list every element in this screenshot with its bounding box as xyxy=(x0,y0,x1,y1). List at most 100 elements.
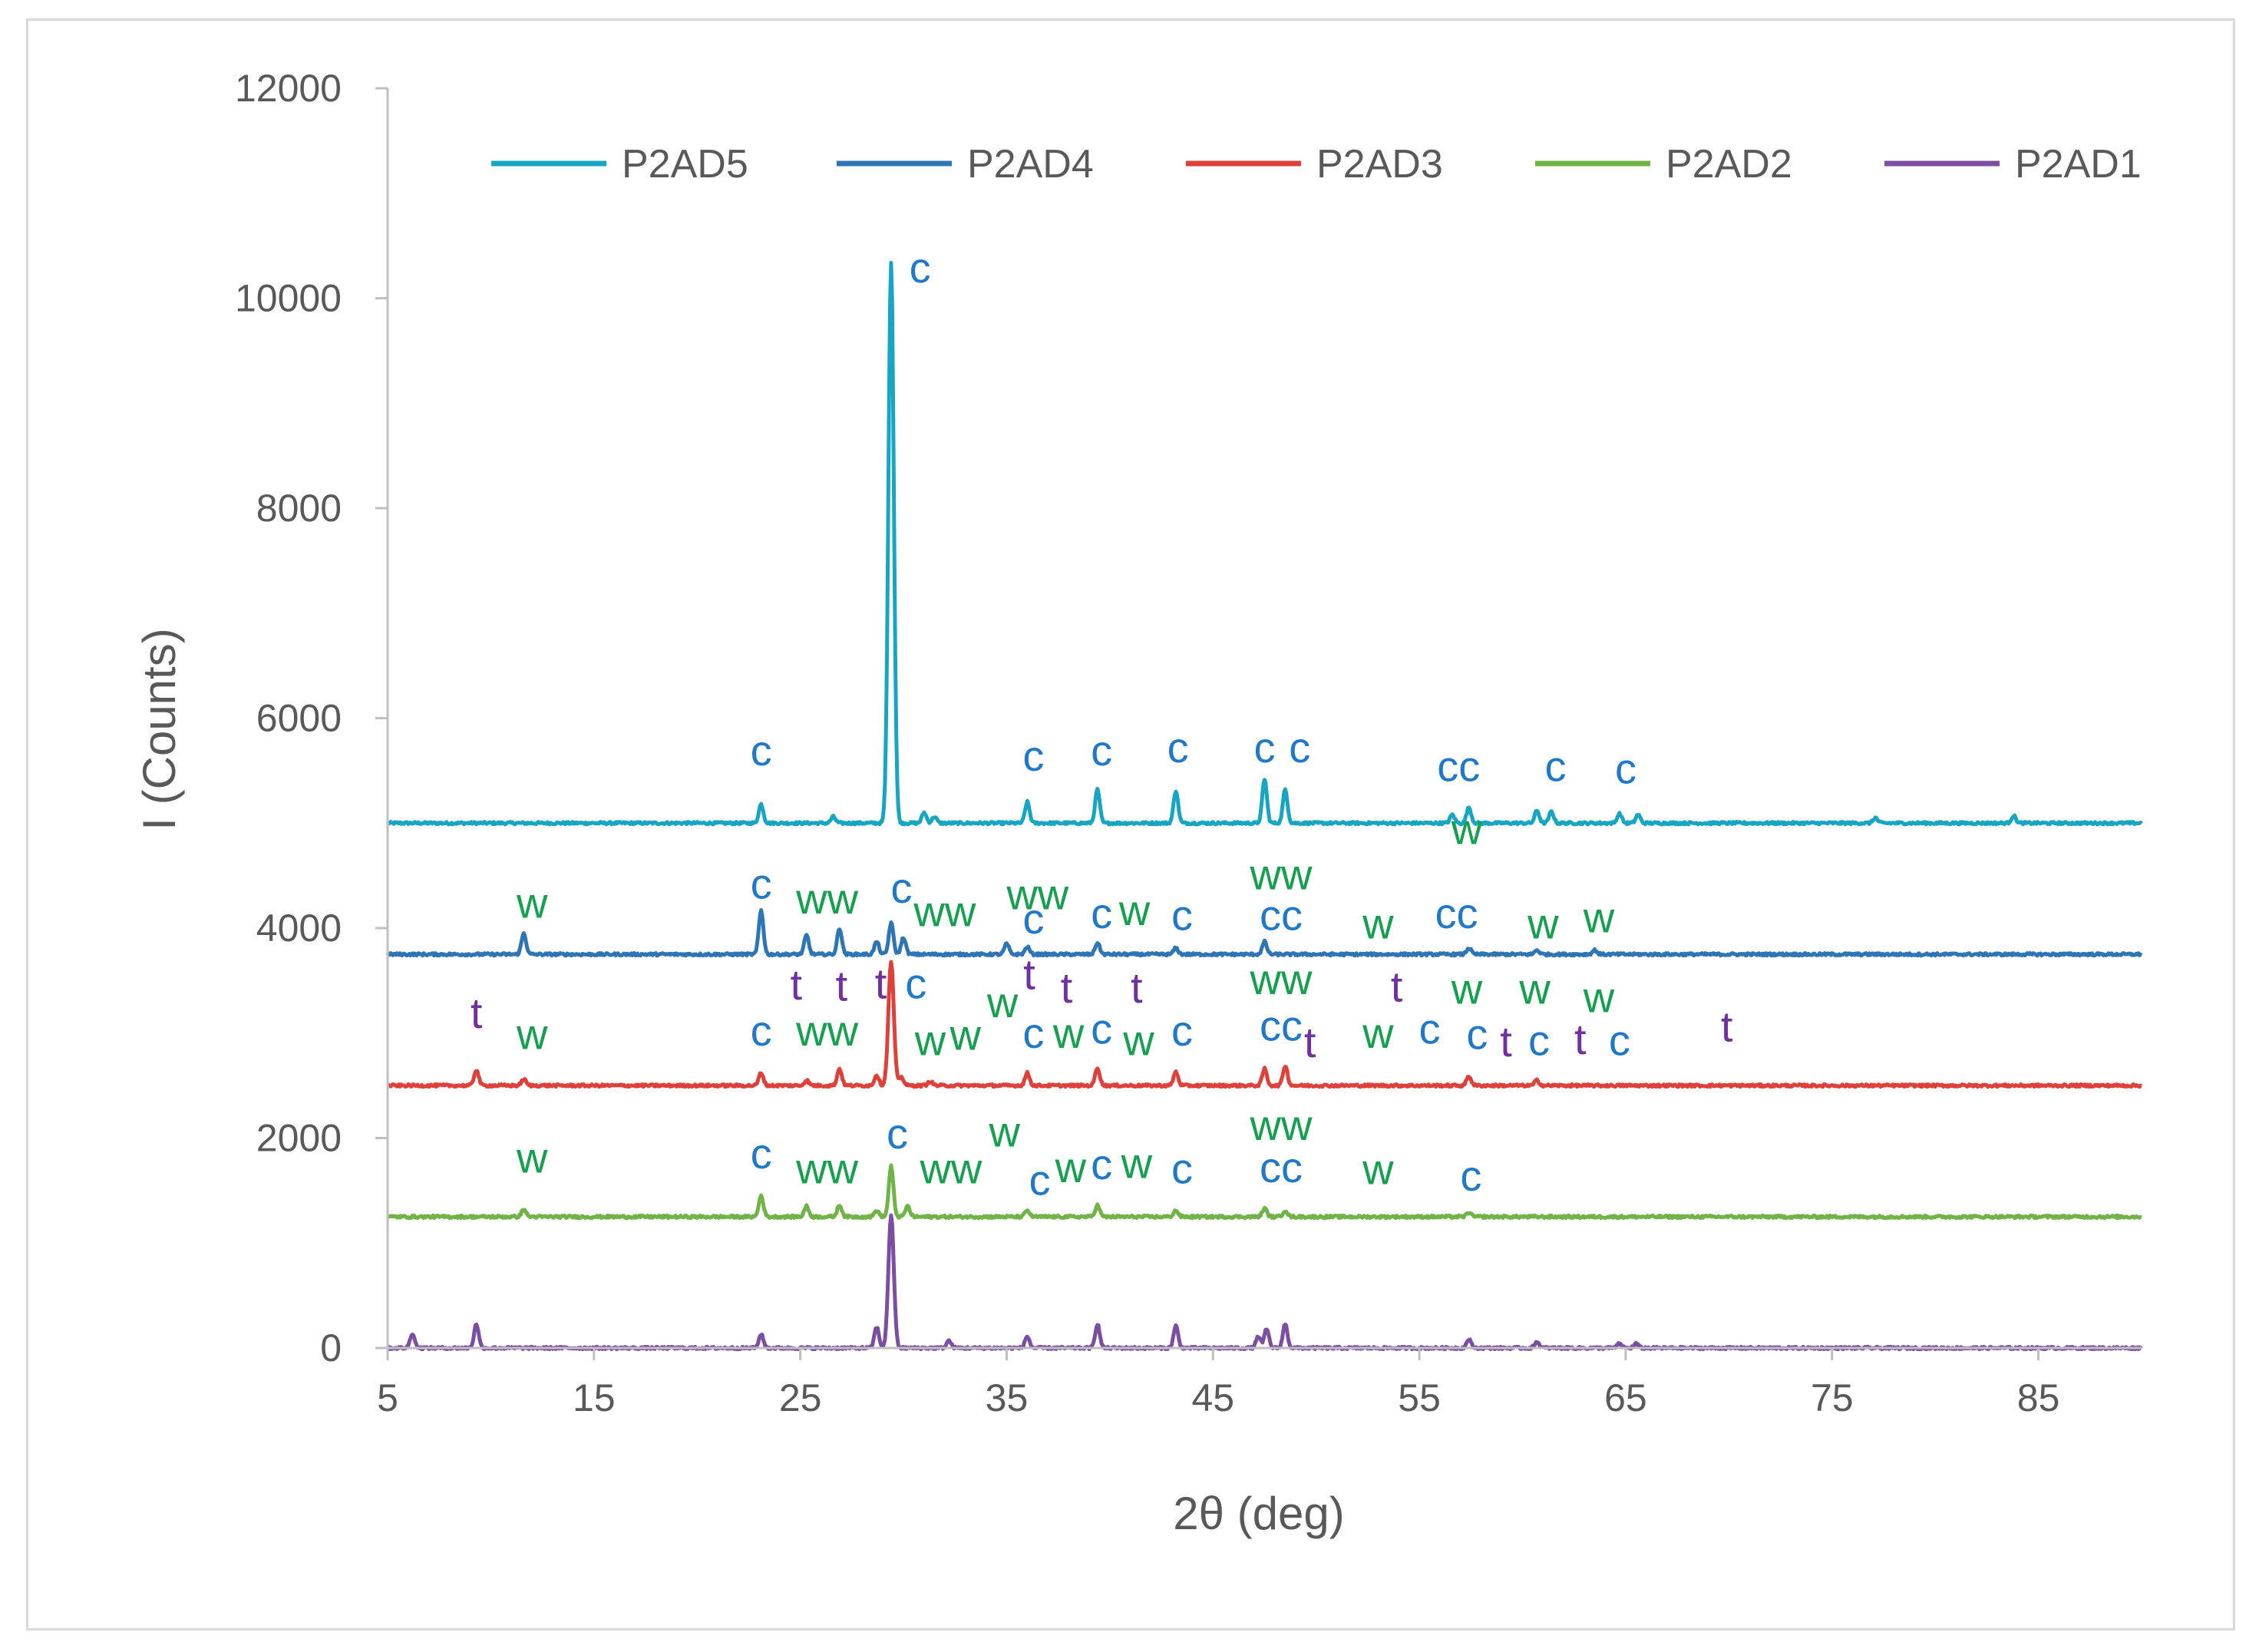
y-tick-label: 2000 xyxy=(256,1117,342,1160)
peak-annotation-w: w xyxy=(1362,1009,1394,1057)
peak-annotation-w: w xyxy=(989,1107,1021,1155)
peak-annotation-c: c xyxy=(1029,1155,1050,1204)
peak-annotation-c: c xyxy=(1091,1140,1112,1188)
y-tick-label: 6000 xyxy=(256,697,342,740)
legend-label: P2AD2 xyxy=(1666,142,1792,187)
legend-item-p2ad1: P2AD1 xyxy=(1884,142,2142,187)
x-tick-label: 25 xyxy=(779,1376,822,1419)
peak-annotation-w: w xyxy=(516,1009,548,1058)
peak-annotation-c: c xyxy=(1167,723,1189,771)
peak-annotation-c: c xyxy=(1466,1009,1488,1058)
peak-annotation-c: c xyxy=(890,864,912,912)
x-tick-label: 35 xyxy=(986,1376,1029,1419)
y-tick-label: 8000 xyxy=(256,487,342,530)
peak-annotation-w: w xyxy=(1122,1016,1154,1064)
peak-annotation-w: w xyxy=(914,1016,946,1064)
series-line-p2ad1 xyxy=(385,1213,2143,1352)
peak-annotation-c: c xyxy=(751,1129,772,1178)
peak-annotation-w: w xyxy=(1052,1009,1085,1057)
x-tick-label: 75 xyxy=(1811,1376,1854,1419)
peak-annotation-w: w xyxy=(1583,973,1615,1021)
peak-annotation-c: c xyxy=(1419,1004,1441,1052)
peak-annotation-t: t xyxy=(875,960,887,1008)
peak-annotation-w: w xyxy=(986,978,1019,1026)
legend-item-p2ad2: P2AD2 xyxy=(1535,142,1792,187)
x-tick-label: 15 xyxy=(573,1376,616,1419)
peak-annotation-t: t xyxy=(836,961,848,1009)
x-tick-label: 85 xyxy=(2017,1376,2060,1419)
peak-annotation-c: c xyxy=(1171,891,1193,940)
peak-annotation-ww: ww xyxy=(913,887,976,935)
peak-annotation-ww: ww xyxy=(1250,850,1313,898)
x-tick-label: 65 xyxy=(1604,1376,1647,1419)
peak-annotation-w: w xyxy=(1362,900,1394,948)
peak-annotation-c: c xyxy=(751,1006,772,1055)
series-line-p2ad3 xyxy=(386,960,2143,1089)
peak-annotation-ww: ww xyxy=(795,1006,858,1055)
peak-annotation-t: t xyxy=(1023,950,1035,998)
peak-annotation-ww: ww xyxy=(919,1144,982,1192)
legend-label: P2AD3 xyxy=(1316,142,1443,187)
peak-annotation-w: w xyxy=(1518,964,1551,1013)
y-axis-title: I (Counts) xyxy=(134,628,185,830)
peak-annotation-w: w xyxy=(1583,893,1615,941)
peak-annotation-c: c xyxy=(1171,1144,1193,1192)
peak-annotation-w: w xyxy=(1451,964,1483,1013)
x-axis-title: 2θ (deg) xyxy=(1173,1488,1344,1539)
peak-annotation-c: c xyxy=(905,960,926,1008)
peak-annotation-w: w xyxy=(1527,900,1559,948)
peak-annotation-c: c xyxy=(1528,1016,1550,1064)
peak-annotation-c: c xyxy=(1091,726,1112,775)
legend-label: P2AD1 xyxy=(2015,142,2142,187)
peak-annotation-c: c xyxy=(1609,1016,1630,1064)
peak-annotation-t: t xyxy=(471,989,483,1037)
peak-annotation-w: w xyxy=(949,1011,981,1059)
peak-annotation-c: c xyxy=(1460,1151,1481,1200)
axes: 0 2000 4000 6000 8000 10000 12000 5 15 25 35 45 55 65… xyxy=(235,67,2142,1419)
x-tick-label: 5 xyxy=(377,1376,398,1419)
series-line-p2ad4 xyxy=(385,908,2143,958)
peak-annotation-cc: cc xyxy=(1260,891,1303,940)
peak-annotation-t: t xyxy=(1061,963,1073,1012)
peak-annotation-c: c xyxy=(751,860,772,908)
peak-annotation-t: t xyxy=(1721,1003,1733,1051)
peak-annotation-t: t xyxy=(1574,1015,1587,1063)
legend-item-p2ad4: P2AD4 xyxy=(837,142,1094,187)
x-tick-label: 45 xyxy=(1191,1376,1234,1419)
peak-annotation-ww: ww xyxy=(1250,1101,1313,1149)
peak-annotation-c: c xyxy=(887,1109,908,1158)
peak-annotation-t: t xyxy=(1500,1017,1512,1066)
peak-annotation-cc: cc xyxy=(1260,1143,1303,1191)
peak-annotation-ww: ww xyxy=(1250,955,1313,1003)
series-line-p2ad5 xyxy=(386,260,2143,827)
peak-annotation-t: t xyxy=(1304,1018,1316,1066)
peak-annotation-c: c xyxy=(1022,1009,1044,1057)
peak-annotation-cc: cc xyxy=(1437,742,1480,791)
y-tick-label: 4000 xyxy=(256,907,342,950)
peak-annotation-t: t xyxy=(1131,963,1143,1012)
y-tick-label: 12000 xyxy=(235,67,342,110)
peak-annotation-w: w xyxy=(516,1134,548,1182)
peak-annotation-w: w xyxy=(1121,1138,1153,1187)
legend-item-p2ad3: P2AD3 xyxy=(1186,142,1443,187)
x-tick-label: 55 xyxy=(1398,1376,1441,1419)
peak-annotation-t: t xyxy=(790,960,802,1009)
peak-annotation-c: c xyxy=(1254,723,1276,771)
legend-item-p2ad5: P2AD5 xyxy=(491,142,748,187)
legend-label: P2AD5 xyxy=(622,142,748,187)
series-line-p2ad2 xyxy=(386,1163,2143,1221)
peak-annotation-w: w xyxy=(1055,1143,1087,1191)
peak-annotation-w: w xyxy=(516,878,548,927)
peak-annotation-c: c xyxy=(910,243,931,292)
peak-annotation-w: w xyxy=(1362,1145,1394,1194)
peak-annotation-c: c xyxy=(1091,1004,1112,1052)
peak-annotation-cc: cc xyxy=(1260,1001,1303,1049)
peak-annotation-c: c xyxy=(1289,723,1310,771)
y-tick-label: 0 xyxy=(320,1327,342,1370)
peak-annotation-c: c xyxy=(1022,732,1044,780)
peak-annotation-c: c xyxy=(1615,744,1636,792)
peak-annotation-w: w xyxy=(1451,805,1483,854)
peak-annotation-ww: ww xyxy=(1006,870,1068,918)
